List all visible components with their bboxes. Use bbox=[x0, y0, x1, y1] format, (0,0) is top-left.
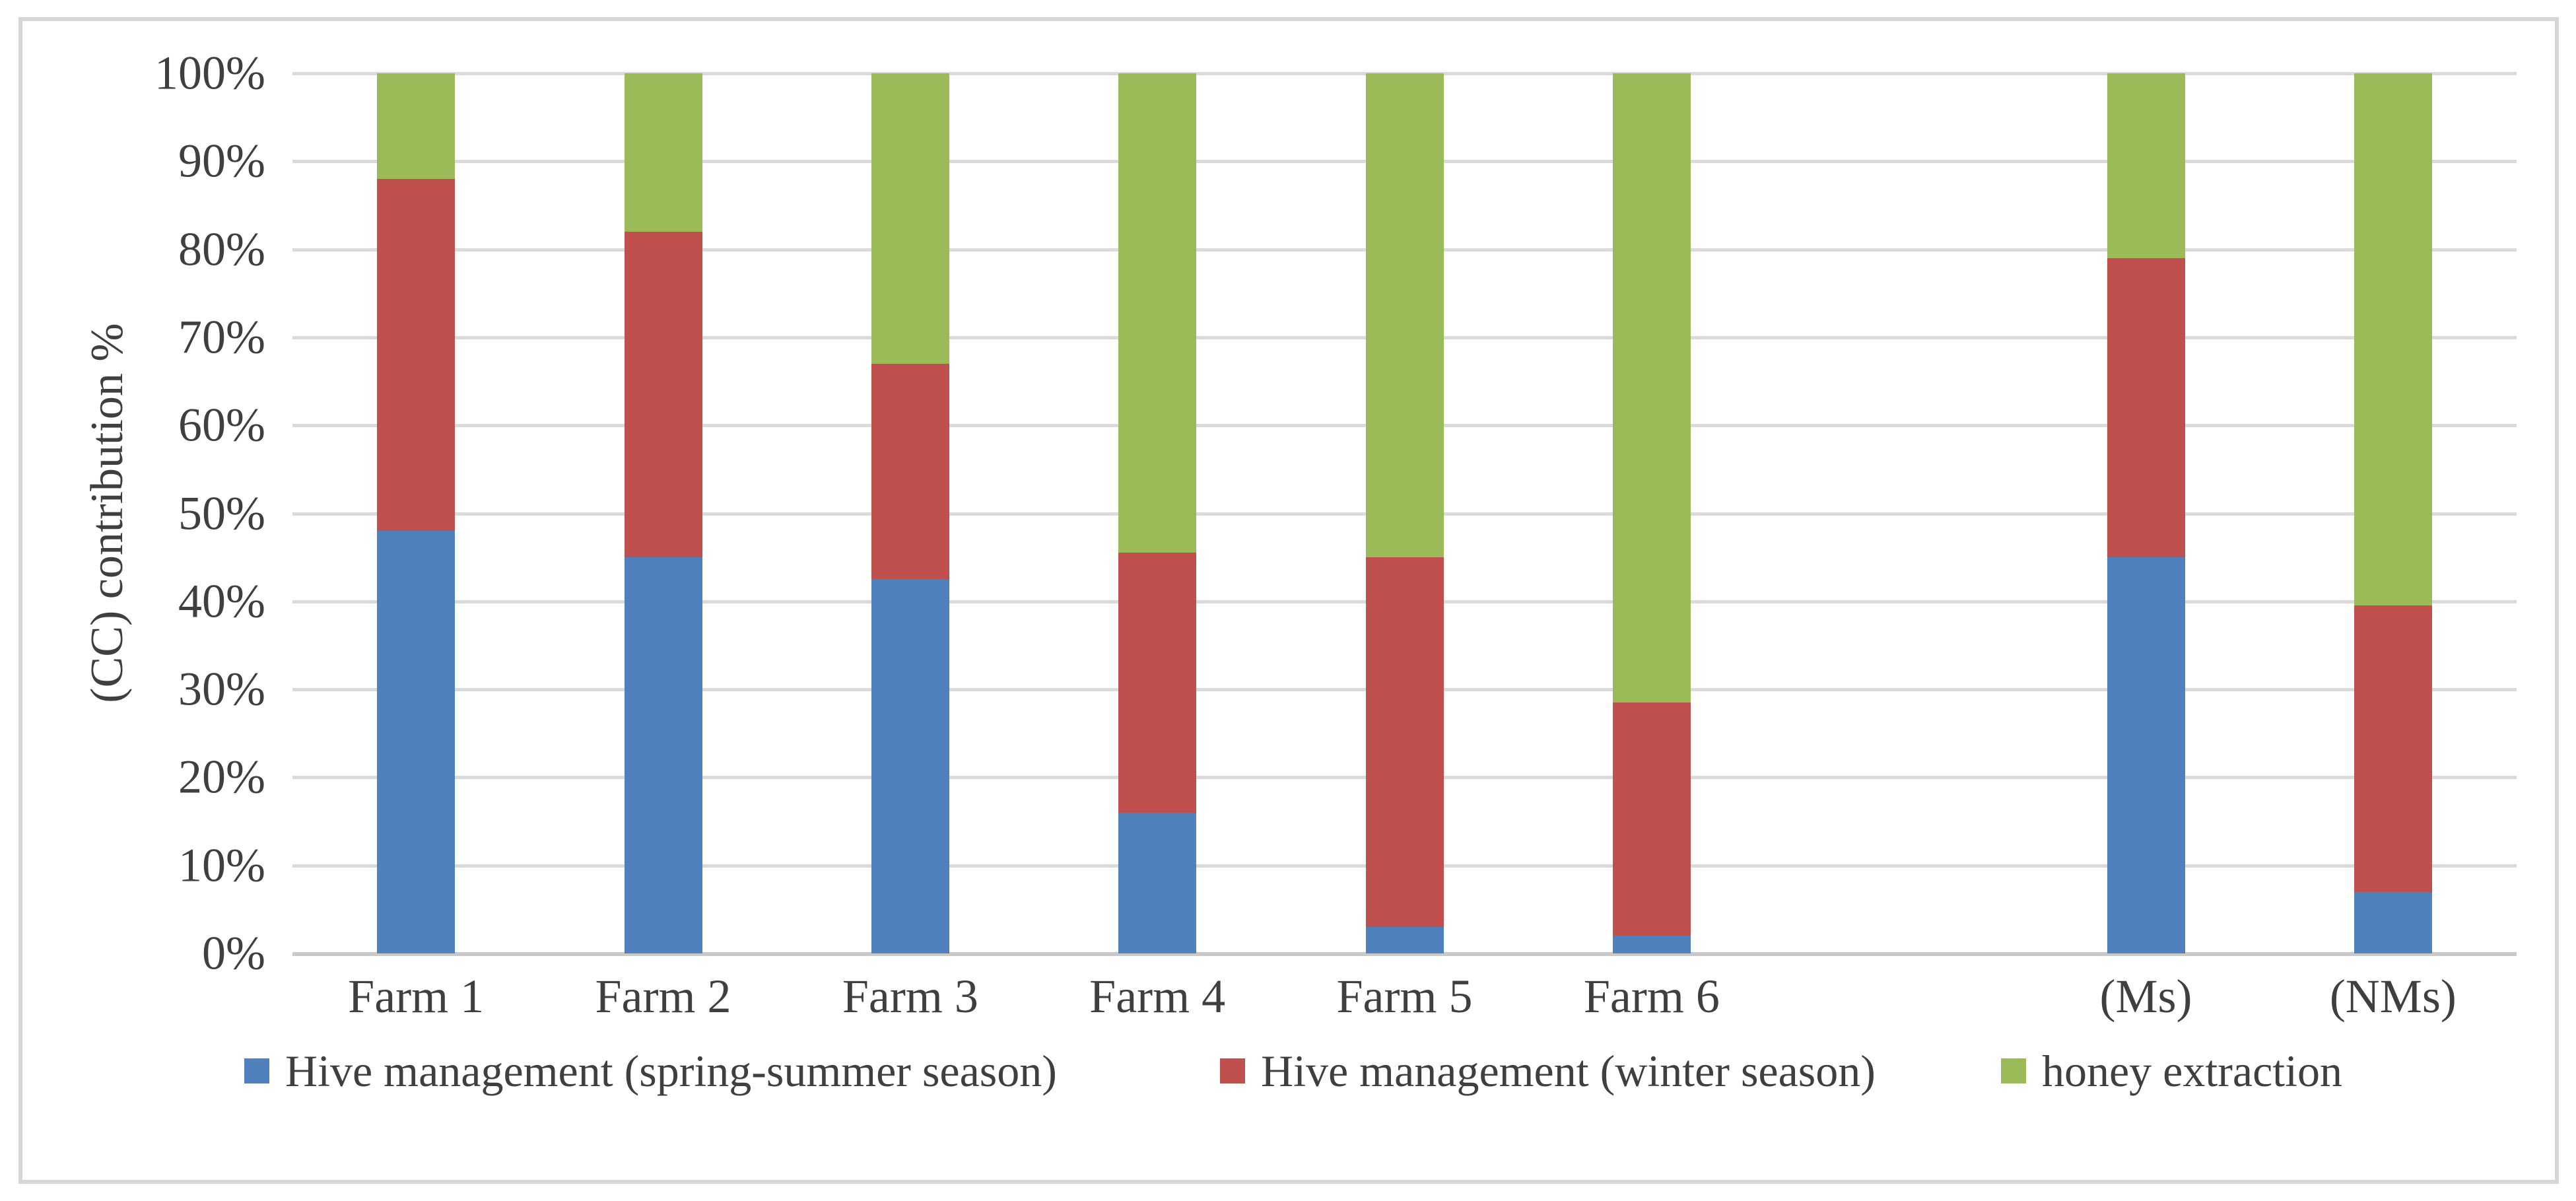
y-tick-label: 60% bbox=[178, 398, 265, 452]
y-tick-label: 90% bbox=[178, 134, 265, 188]
y-tick-label: 40% bbox=[178, 574, 265, 628]
bar-segment bbox=[1118, 73, 1197, 553]
legend-label: Hive management (spring-summer season) bbox=[285, 1045, 1057, 1096]
y-tick-label: 70% bbox=[178, 310, 265, 364]
legend-item-winter: Hive management (winter season) bbox=[1220, 1046, 1876, 1096]
bar-segment bbox=[1365, 927, 1444, 953]
legend-label: honey extraction bbox=[2042, 1045, 2343, 1096]
x-axis-line bbox=[292, 952, 2517, 956]
bar-segment bbox=[624, 73, 702, 232]
x-category-label: Farm 6 bbox=[1583, 970, 1720, 1023]
y-tick-label: 80% bbox=[178, 223, 265, 276]
bar-segment bbox=[377, 73, 456, 179]
y-tick-label: 50% bbox=[178, 487, 265, 539]
legend-swatch-blue-icon bbox=[244, 1058, 269, 1083]
bar-segment bbox=[1365, 557, 1444, 927]
y-tick-label: 10% bbox=[178, 839, 265, 892]
bar-segment bbox=[2107, 73, 2185, 258]
x-category-label: Farm 5 bbox=[1336, 970, 1473, 1023]
bar-segment bbox=[624, 231, 702, 558]
bar-segment bbox=[624, 557, 702, 953]
x-category-label: Farm 1 bbox=[348, 970, 485, 1023]
legend-item-honey-extraction: honey extraction bbox=[2001, 1046, 2342, 1096]
bar-segment bbox=[377, 531, 456, 953]
bar-segment bbox=[2107, 557, 2185, 953]
bar-segment bbox=[2107, 257, 2185, 558]
legend-item-spring-summer: Hive management (spring-summer season) bbox=[244, 1046, 1057, 1096]
legend-label: Hive management (winter season) bbox=[1261, 1045, 1876, 1096]
bar-segment bbox=[1365, 73, 1444, 558]
bar-segment bbox=[871, 73, 949, 364]
bar-segment bbox=[2354, 73, 2432, 606]
bar-segment bbox=[871, 363, 949, 580]
bar-segment bbox=[1118, 812, 1197, 953]
bar-segment bbox=[2354, 605, 2432, 892]
bar-segment bbox=[1612, 703, 1691, 936]
bar-segment bbox=[871, 579, 949, 953]
bar-segment bbox=[1612, 73, 1691, 703]
legend-swatch-red-icon bbox=[1220, 1058, 1245, 1083]
bar-segment bbox=[1612, 936, 1691, 953]
legend-swatch-green-icon bbox=[2001, 1058, 2026, 1083]
x-category-label: (NMs) bbox=[2329, 970, 2457, 1023]
y-tick-label: 0% bbox=[202, 926, 265, 980]
bar-segment bbox=[1118, 553, 1197, 813]
bar-segment bbox=[377, 178, 456, 532]
y-tick-label: 20% bbox=[178, 750, 265, 804]
chart-legend: Hive management (spring-summer season) H… bbox=[0, 1046, 2576, 1096]
y-tick-label: 30% bbox=[178, 662, 265, 716]
x-category-label: Farm 3 bbox=[842, 970, 978, 1023]
x-category-label: Farm 4 bbox=[1089, 970, 1226, 1023]
x-category-label: (Ms) bbox=[2099, 970, 2192, 1023]
y-tick-label: 100% bbox=[154, 46, 265, 100]
bar-segment bbox=[2354, 891, 2432, 953]
x-category-label: Farm 2 bbox=[595, 970, 731, 1023]
